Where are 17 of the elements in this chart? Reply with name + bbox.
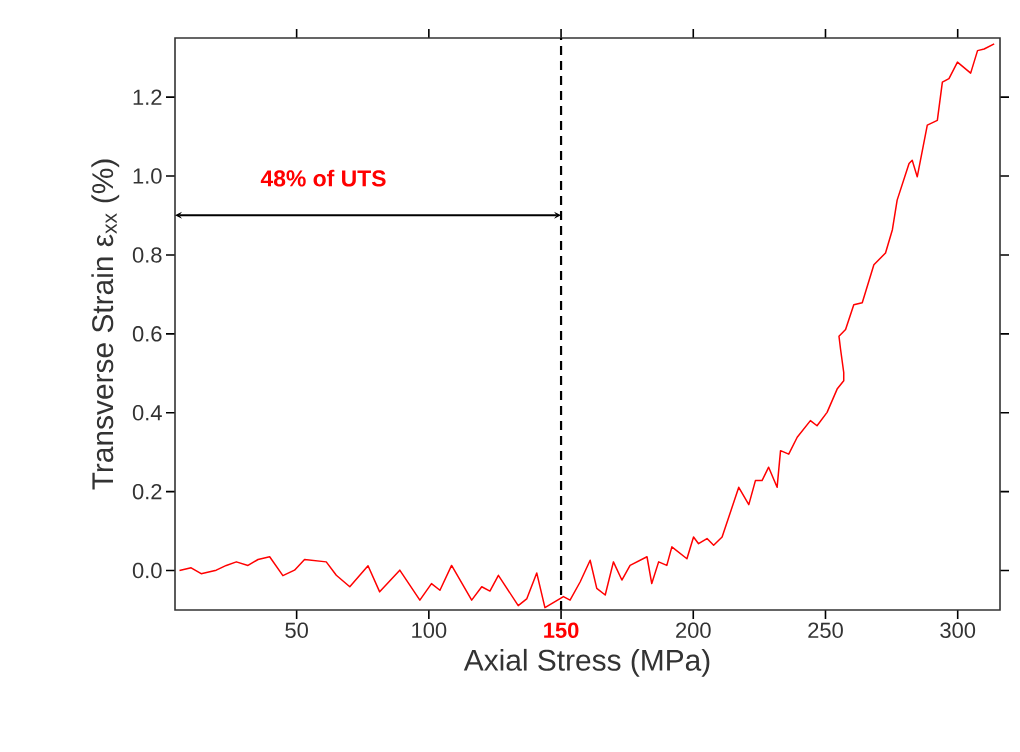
x-tick-label: 200	[676, 622, 711, 639]
y-axis-title: Transverse Strain ε$_{xx}$ (%)	[91, 159, 120, 490]
x-tick-label: 250	[808, 622, 843, 639]
y-tick-label: 0.0	[132, 562, 162, 579]
y-tick-label: 0.6	[132, 326, 162, 342]
y-tick-label: 0.4	[132, 404, 162, 421]
y-tick-label: 0.2	[132, 483, 162, 500]
y-tick-label: 0.8	[132, 247, 162, 263]
x-tick-label: 300	[940, 622, 976, 639]
x-axis-title: Axial Stress (MPa)	[463, 648, 710, 677]
annotation: 48% of UTS	[260, 169, 386, 187]
x-tick-label: 50	[285, 622, 308, 639]
y-tick-label: 1.2	[133, 89, 162, 105]
y-tick-label: 1.0	[133, 168, 162, 184]
x-tick-label: 150	[544, 622, 579, 639]
line-series	[178, 43, 995, 609]
x-tick-label: 100	[412, 622, 447, 639]
